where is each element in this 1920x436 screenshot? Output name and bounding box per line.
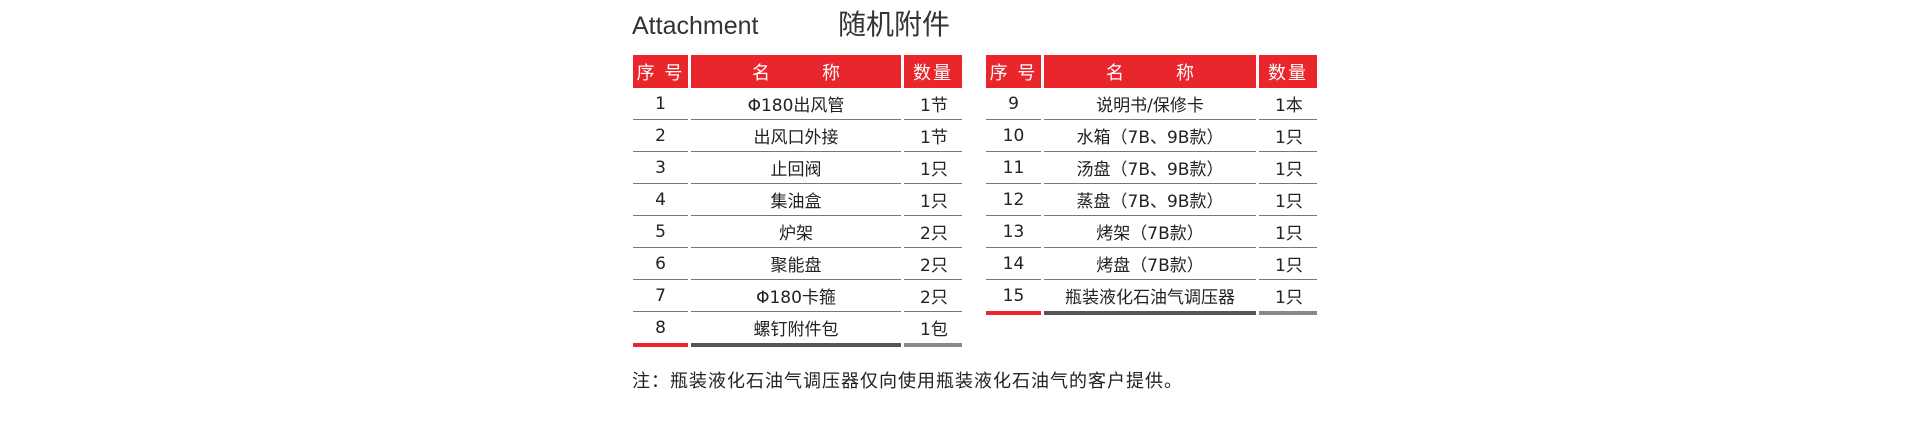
table-row: 12 蒸盘（7B、9B款） 1只: [986, 184, 1317, 216]
table-row: 7 Φ180卡箍 2只: [633, 280, 962, 312]
row-name: Φ180卡箍: [691, 280, 901, 312]
row-qty: 1本: [1259, 88, 1317, 120]
row-qty: 1只: [1259, 280, 1317, 315]
title-english: Attachment: [632, 12, 759, 40]
row-qty: 2只: [904, 248, 962, 280]
row-name: Φ180出风管: [691, 88, 901, 120]
table-header-row: 序 号 名称 数量: [633, 55, 962, 88]
table-row: 10 水箱（7B、9B款） 1只: [986, 120, 1317, 152]
header-qty: 数量: [1259, 55, 1317, 88]
footnote: 注：瓶装液化石油气调压器仅向使用瓶装液化石油气的客户提供。: [632, 371, 1183, 392]
table-row: 14 烤盘（7B款） 1只: [986, 248, 1317, 280]
row-no: 14: [986, 248, 1041, 280]
row-no: 2: [633, 120, 688, 152]
table-row: 4 集油盒 1只: [633, 184, 962, 216]
row-name: 蒸盘（7B、9B款）: [1044, 184, 1256, 216]
row-no: 10: [986, 120, 1041, 152]
row-qty: 1只: [1259, 184, 1317, 216]
header-qty: 数量: [904, 55, 962, 88]
table-row: 8 螺钉附件包 1包: [633, 312, 962, 347]
table-row: 13 烤架（7B款） 1只: [986, 216, 1317, 248]
row-name: 烤架（7B款）: [1044, 216, 1256, 248]
row-name: 出风口外接: [691, 120, 901, 152]
row-qty: 2只: [904, 280, 962, 312]
header-name: 名称: [1044, 55, 1256, 88]
row-name: 螺钉附件包: [691, 312, 901, 347]
row-no: 8: [633, 312, 688, 347]
row-name: 炉架: [691, 216, 901, 248]
attachment-table-right: 序 号 名称 数量 9 说明书/保修卡 1本 10 水箱（7B、9B款） 1只 …: [983, 55, 1320, 315]
header-no: 序 号: [633, 55, 688, 88]
title-chinese: 随机附件: [838, 8, 951, 41]
row-name: 聚能盘: [691, 248, 901, 280]
row-qty: 1只: [1259, 152, 1317, 184]
row-qty: 1只: [904, 152, 962, 184]
row-no: 9: [986, 88, 1041, 120]
row-no: 12: [986, 184, 1041, 216]
row-name: 水箱（7B、9B款）: [1044, 120, 1256, 152]
row-no: 4: [633, 184, 688, 216]
row-name: 汤盘（7B、9B款）: [1044, 152, 1256, 184]
row-qty: 1只: [904, 184, 962, 216]
row-name: 集油盒: [691, 184, 901, 216]
row-qty: 2只: [904, 216, 962, 248]
table-row: 1 Φ180出风管 1节: [633, 88, 962, 120]
table-row: 6 聚能盘 2只: [633, 248, 962, 280]
row-qty: 1节: [904, 88, 962, 120]
row-qty: 1只: [1259, 248, 1317, 280]
row-name: 瓶装液化石油气调压器: [1044, 280, 1256, 315]
row-no: 11: [986, 152, 1041, 184]
row-qty: 1包: [904, 312, 962, 347]
row-no: 6: [633, 248, 688, 280]
row-name: 说明书/保修卡: [1044, 88, 1256, 120]
row-name: 止回阀: [691, 152, 901, 184]
row-no: 5: [633, 216, 688, 248]
row-no: 1: [633, 88, 688, 120]
attachment-table-left: 序 号 名称 数量 1 Φ180出风管 1节 2 出风口外接 1节 3 止回阀 …: [630, 55, 965, 347]
row-no: 7: [633, 280, 688, 312]
row-qty: 1只: [1259, 120, 1317, 152]
table-row: 5 炉架 2只: [633, 216, 962, 248]
row-no: 15: [986, 280, 1041, 315]
row-qty: 1只: [1259, 216, 1317, 248]
row-no: 3: [633, 152, 688, 184]
table-row: 9 说明书/保修卡 1本: [986, 88, 1317, 120]
table-row: 3 止回阀 1只: [633, 152, 962, 184]
table-row: 2 出风口外接 1节: [633, 120, 962, 152]
header-name: 名称: [691, 55, 901, 88]
row-qty: 1节: [904, 120, 962, 152]
table-row: 11 汤盘（7B、9B款） 1只: [986, 152, 1317, 184]
row-no: 13: [986, 216, 1041, 248]
table-row: 15 瓶装液化石油气调压器 1只: [986, 280, 1317, 315]
row-name: 烤盘（7B款）: [1044, 248, 1256, 280]
header-no: 序 号: [986, 55, 1041, 88]
table-header-row: 序 号 名称 数量: [986, 55, 1317, 88]
